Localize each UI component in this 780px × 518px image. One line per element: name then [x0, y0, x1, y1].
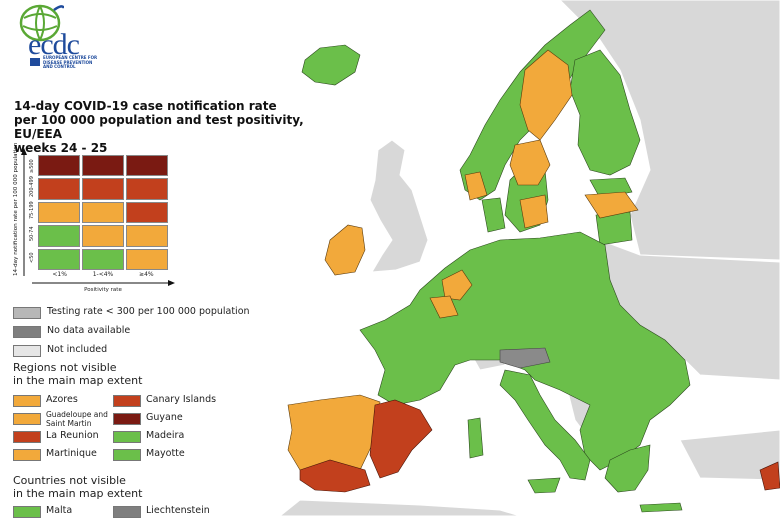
title-line: per 100 000 population and test positivi… [14, 113, 304, 141]
region-swatch [113, 395, 141, 407]
legend-label: Not included [47, 344, 108, 355]
ecdc-logo: ecdc EUROPEAN CENTRE FOR DISEASE PREVENT… [14, 4, 104, 70]
row-label: ≥500 [29, 159, 35, 173]
title-line: 14-day COVID-19 case notification rate [14, 99, 277, 113]
matrix-cell [126, 201, 168, 224]
col-label: ≥4% [139, 271, 154, 278]
region-label: Azores [46, 394, 78, 405]
no-data-regions [499, 347, 551, 369]
legend-label: No data available [47, 325, 131, 336]
matrix-cell [38, 225, 80, 247]
matrix-cell [38, 248, 80, 270]
title-line: weeks 24 - 25 [14, 141, 108, 155]
region-swatch [113, 449, 141, 461]
region-label: Martinique [46, 448, 97, 459]
matrix-cell [126, 248, 168, 270]
logo-wordmark: ecdc [28, 28, 80, 61]
red-regions [299, 399, 780, 493]
region-swatch [13, 431, 41, 443]
logo-subtitle-line: DISEASE PREVENTION [43, 59, 93, 65]
non-eu-land [279, 0, 780, 516]
matrix-xlabel: Positivity rate [84, 287, 122, 293]
matrix-cell [82, 178, 124, 200]
countries-header-line: Countries not visible [13, 474, 126, 487]
region-label: Mayotte [146, 448, 185, 459]
logo-subtitle: EUROPEAN CENTRE FOR DISEASE PREVENTION A… [43, 55, 103, 70]
legend-swatch [13, 345, 41, 357]
legend-swatch [13, 307, 41, 319]
row-label: <50 [29, 252, 35, 263]
matrix-cell [126, 178, 168, 200]
eu-flag-icon [30, 58, 40, 66]
row-label: 50-74 [29, 226, 35, 241]
region-swatch [113, 413, 141, 425]
regions-header-line: in the main map extent [13, 374, 143, 387]
row-label: 200-499 [29, 176, 35, 197]
col-label: <1% [52, 271, 67, 278]
countries-header-line: in the main map extent [13, 487, 143, 500]
row-label: 75-199 [29, 201, 35, 219]
region-label: La Reunion [46, 430, 99, 441]
region-label: Madeira [146, 430, 185, 441]
matrix-ylabel: 14-day notification rate per 100 000 pop… [13, 142, 19, 276]
matrix-cell [126, 225, 168, 247]
region-label: Guyane [146, 412, 183, 423]
logo-subtitle-line: EUROPEAN CENTRE FOR [43, 55, 98, 60]
matrix-cell [82, 155, 124, 177]
matrix-row-labels: ≥500 200-499 75-199 50-74 <50 [27, 155, 37, 270]
matrix-cell [82, 201, 124, 224]
matrix-grid [38, 155, 168, 270]
regions-header: Regions not visible in the main map exte… [13, 361, 142, 387]
region-swatch [13, 395, 41, 407]
orange-regions [287, 49, 639, 481]
region-swatch [113, 431, 141, 443]
matrix-cell [38, 155, 80, 177]
matrix-cell [126, 155, 168, 177]
matrix-col-labels: <1% 1-<4% ≥4% [38, 271, 168, 281]
region-swatch [13, 449, 41, 461]
region-label: Guadeloupe and Saint Martin [46, 410, 108, 428]
legend-swatch [13, 326, 41, 338]
legend-label: Testing rate < 300 per 100 000 populatio… [47, 306, 250, 317]
countries-header: Countries not visible in the main map ex… [13, 474, 142, 500]
country-label: Malta [46, 505, 73, 516]
col-label: 1-<4% [92, 271, 114, 278]
matrix-cell [82, 248, 124, 270]
region-label: Canary Islands [146, 394, 217, 405]
globe-icon [19, 4, 64, 42]
matrix-cell [38, 201, 80, 224]
x-axis-arrow [32, 280, 175, 286]
country-swatch [113, 506, 141, 518]
country-swatch [13, 506, 41, 518]
region-swatch [13, 413, 41, 425]
y-axis-arrow [21, 148, 27, 276]
regions-header-line: Regions not visible [13, 361, 117, 374]
map-title: 14-day COVID-19 case notification rate p… [14, 99, 344, 155]
logo-subtitle-line: AND CONTROL [43, 64, 76, 69]
country-label: Liechtenstein [146, 505, 210, 516]
matrix-cell [38, 178, 80, 200]
matrix-cell [82, 225, 124, 247]
